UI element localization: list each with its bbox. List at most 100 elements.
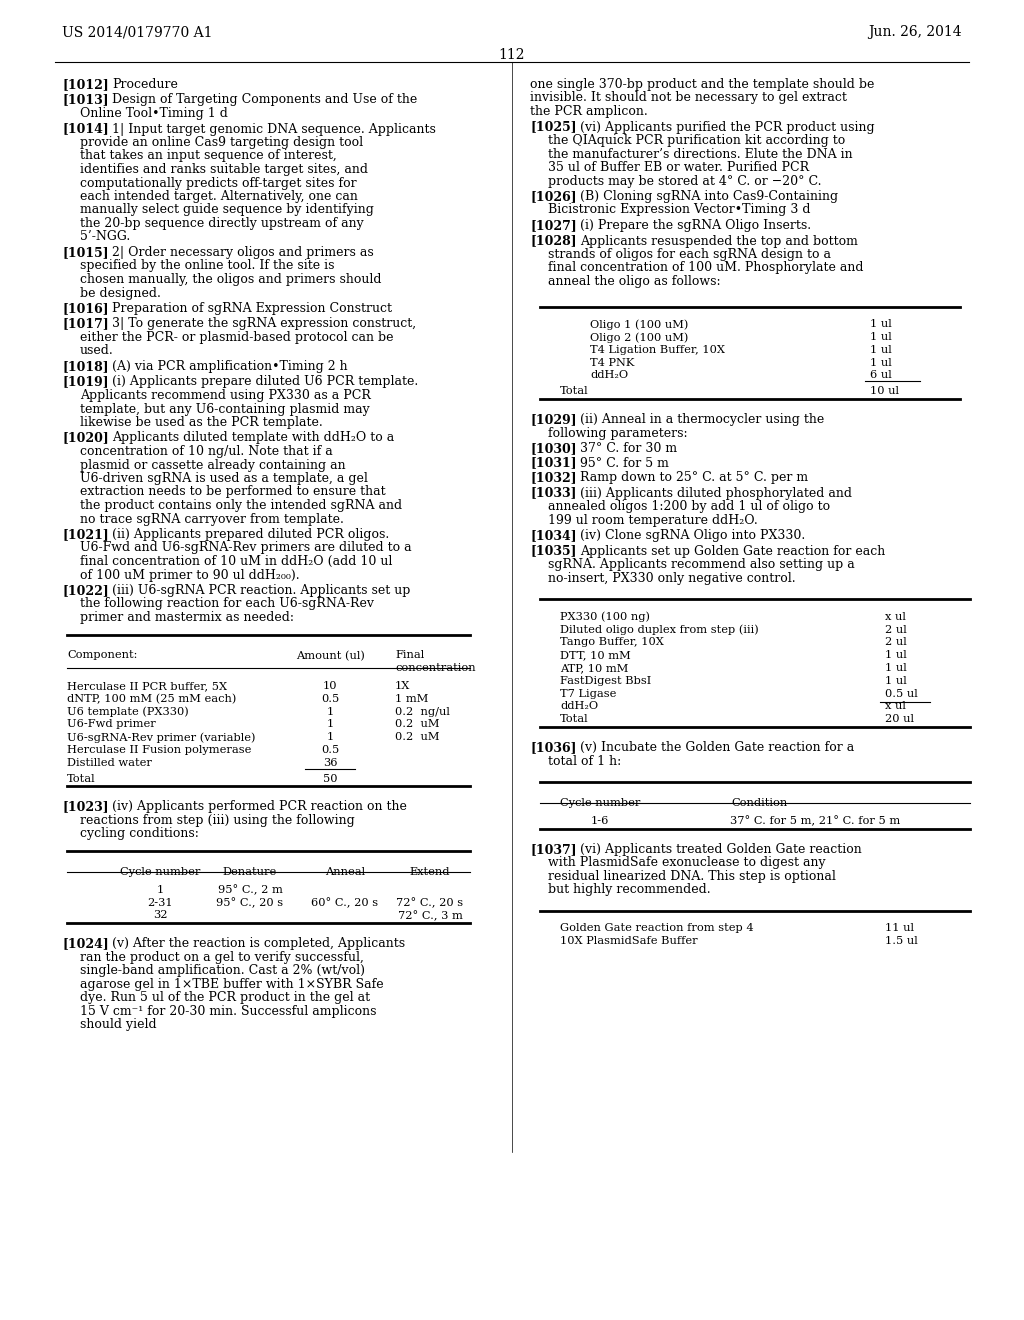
Text: concentration of 10 ng/ul. Note that if a: concentration of 10 ng/ul. Note that if … [80,445,333,458]
Text: 10X PlasmidSafe Buffer: 10X PlasmidSafe Buffer [560,936,697,946]
Text: 1 ul: 1 ul [870,333,892,342]
Text: the PCR amplicon.: the PCR amplicon. [530,106,648,117]
Text: (i) Applicants prepare diluted U6 PCR template.: (i) Applicants prepare diluted U6 PCR te… [112,375,418,388]
Text: should yield: should yield [80,1018,157,1031]
Text: 2 ul: 2 ul [885,638,906,648]
Text: [1025]: [1025] [530,120,577,133]
Text: (iv) Applicants performed PCR reaction on the: (iv) Applicants performed PCR reaction o… [112,800,407,813]
Text: no trace sgRNA carryover from template.: no trace sgRNA carryover from template. [80,512,344,525]
Text: (ii) Anneal in a thermocycler using the: (ii) Anneal in a thermocycler using the [580,413,824,426]
Text: (iv) Clone sgRNA Oligo into PX330.: (iv) Clone sgRNA Oligo into PX330. [580,529,805,543]
Text: [1019]: [1019] [62,375,109,388]
Text: [1037]: [1037] [530,842,577,855]
Text: [1013]: [1013] [62,94,109,107]
Text: 35 ul of Buffer EB or water. Purified PCR: 35 ul of Buffer EB or water. Purified PC… [548,161,809,174]
Text: [1015]: [1015] [62,246,109,259]
Text: Ramp down to 25° C. at 5° C. per m: Ramp down to 25° C. at 5° C. per m [580,471,808,484]
Text: 6 ul: 6 ul [870,371,892,380]
Text: [1033]: [1033] [530,487,577,499]
Text: T4 Ligation Buffer, 10X: T4 Ligation Buffer, 10X [590,345,725,355]
Text: T4 PNK: T4 PNK [590,358,635,368]
Text: 0.5: 0.5 [321,744,339,755]
Text: annealed oligos 1:200 by add 1 ul of oligo to: annealed oligos 1:200 by add 1 ul of oli… [548,500,830,513]
Text: 72° C., 20 s: 72° C., 20 s [396,898,464,908]
Text: Preparation of sgRNA Expression Construct: Preparation of sgRNA Expression Construc… [112,302,392,315]
Text: 112: 112 [499,48,525,62]
Text: U6 template (PX330): U6 template (PX330) [67,706,188,717]
Text: 95° C. for 5 m: 95° C. for 5 m [580,457,669,470]
Text: used.: used. [80,345,114,358]
Text: be designed.: be designed. [80,286,161,300]
Text: [1018]: [1018] [62,360,109,374]
Text: 11 ul: 11 ul [885,924,914,933]
Text: of 100 uM primer to 90 ul ddH₂₀₀).: of 100 uM primer to 90 ul ddH₂₀₀). [80,569,300,582]
Text: U6-sgRNA-Rev primer (variable): U6-sgRNA-Rev primer (variable) [67,733,256,743]
Text: Online Tool•Timing 1 d: Online Tool•Timing 1 d [80,107,228,120]
Text: no-insert, PX330 only negative control.: no-insert, PX330 only negative control. [548,572,796,585]
Text: 1-6: 1-6 [591,816,609,826]
Text: 95° C., 2 m: 95° C., 2 m [217,884,283,895]
Text: 1| Input target genomic DNA sequence. Applicants: 1| Input target genomic DNA sequence. Ap… [112,123,436,136]
Text: [1022]: [1022] [62,583,109,597]
Text: (vi) Applicants treated Golden Gate reaction: (vi) Applicants treated Golden Gate reac… [580,842,862,855]
Text: (B) Cloning sgRNA into Cas9-Containing: (B) Cloning sgRNA into Cas9-Containing [580,190,838,203]
Text: cycling conditions:: cycling conditions: [80,828,199,841]
Text: 15 V cm⁻¹ for 20-30 min. Successful amplicons: 15 V cm⁻¹ for 20-30 min. Successful ampl… [80,1005,377,1018]
Text: ATP, 10 mM: ATP, 10 mM [560,663,629,673]
Text: 0.2  uM: 0.2 uM [395,719,439,730]
Text: Denature: Denature [223,867,278,876]
Text: Total: Total [560,714,589,725]
Text: [1031]: [1031] [530,457,577,470]
Text: [1012]: [1012] [62,78,109,91]
Text: [1032]: [1032] [530,471,577,484]
Text: manually select guide sequence by identifying: manually select guide sequence by identi… [80,203,374,216]
Text: 10 ul: 10 ul [870,387,899,396]
Text: (ii) Applicants prepared diluted PCR oligos.: (ii) Applicants prepared diluted PCR oli… [112,528,389,541]
Text: 0.5: 0.5 [321,694,339,704]
Text: 3| To generate the sgRNA expression construct,: 3| To generate the sgRNA expression cons… [112,318,416,330]
Text: 2| Order necessary oligos and primers as: 2| Order necessary oligos and primers as [112,246,374,259]
Text: ran the product on a gel to verify successful,: ran the product on a gel to verify succe… [80,950,364,964]
Text: 1 mM: 1 mM [395,694,428,704]
Text: Distilled water: Distilled water [67,758,152,768]
Text: 95° C., 20 s: 95° C., 20 s [216,898,284,908]
Text: Applicants set up Golden Gate reaction for each: Applicants set up Golden Gate reaction f… [580,545,886,557]
Text: Total: Total [560,387,589,396]
Text: [1035]: [1035] [530,545,577,557]
Text: dye. Run 5 ul of the PCR product in the gel at: dye. Run 5 ul of the PCR product in the … [80,991,370,1005]
Text: 50: 50 [323,774,337,784]
Text: Condition: Condition [732,799,788,808]
Text: 32: 32 [153,911,167,920]
Text: Amount (ul): Amount (ul) [296,651,365,661]
Text: 1 ul: 1 ul [870,358,892,368]
Text: Jun. 26, 2014: Jun. 26, 2014 [868,25,962,40]
Text: 37° C. for 30 m: 37° C. for 30 m [580,442,677,455]
Text: plasmid or cassette already containing an: plasmid or cassette already containing a… [80,458,346,471]
Text: Applicants resuspended the top and bottom: Applicants resuspended the top and botto… [580,235,858,248]
Text: Tango Buffer, 10X: Tango Buffer, 10X [560,638,664,648]
Text: PX330 (100 ng): PX330 (100 ng) [560,612,650,623]
Text: the product contains only the intended sgRNA and: the product contains only the intended s… [80,499,402,512]
Text: [1023]: [1023] [62,800,109,813]
Text: x ul: x ul [885,612,906,622]
Text: Cycle number: Cycle number [560,799,640,808]
Text: 36: 36 [323,758,337,768]
Text: primer and mastermix as needed:: primer and mastermix as needed: [80,611,294,624]
Text: [1028]: [1028] [530,235,577,248]
Text: [1029]: [1029] [530,413,577,426]
Text: one single 370-bp product and the template should be: one single 370-bp product and the templa… [530,78,874,91]
Text: 10: 10 [323,681,337,692]
Text: [1027]: [1027] [530,219,577,232]
Text: 0.2  ng/ul: 0.2 ng/ul [395,706,450,717]
Text: U6-driven sgRNA is used as a template, a gel: U6-driven sgRNA is used as a template, a… [80,473,368,484]
Text: [1030]: [1030] [530,442,577,455]
Text: [1020]: [1020] [62,432,109,445]
Text: [1034]: [1034] [530,529,577,543]
Text: Design of Targeting Components and Use of the: Design of Targeting Components and Use o… [112,94,417,107]
Text: x ul: x ul [885,701,906,711]
Text: chosen manually, the oligos and primers should: chosen manually, the oligos and primers … [80,273,382,286]
Text: (v) After the reaction is completed, Applicants: (v) After the reaction is completed, App… [112,937,406,950]
Text: Oligo 2 (100 uM): Oligo 2 (100 uM) [590,333,688,343]
Text: specified by the online tool. If the site is: specified by the online tool. If the sit… [80,260,335,272]
Text: FastDigest BbsI: FastDigest BbsI [560,676,651,686]
